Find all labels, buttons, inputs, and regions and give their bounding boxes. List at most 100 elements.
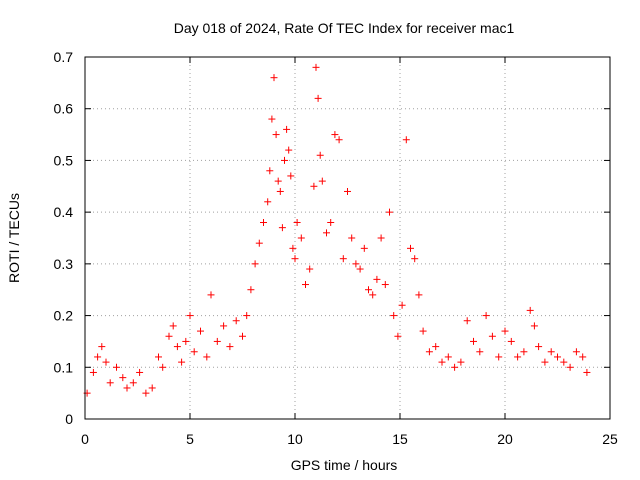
x-axis-label: GPS time / hours (291, 457, 398, 473)
data-point (293, 218, 301, 226)
data-point (102, 358, 110, 366)
data-point (251, 260, 259, 268)
data-point (463, 317, 471, 325)
data-point (572, 348, 580, 356)
data-point (579, 353, 587, 361)
grid-lines (85, 57, 610, 419)
y-tick-label: 0.1 (54, 359, 74, 375)
data-point (297, 234, 305, 242)
data-point (482, 312, 490, 320)
data-point (554, 353, 561, 361)
data-point (373, 275, 381, 283)
data-point (276, 187, 284, 195)
data-point (365, 286, 372, 294)
y-tick-label: 0.7 (54, 49, 74, 65)
data-point (232, 317, 240, 325)
plot-frame (84, 56, 611, 420)
data-point (386, 208, 393, 216)
data-point (255, 239, 263, 247)
data-point (270, 74, 278, 82)
data-point (165, 332, 173, 340)
data-point (197, 327, 204, 335)
data-point (451, 363, 459, 371)
data-point (283, 125, 291, 133)
tick-labels: 0 5 10 15 20 25 0 0.1 0.2 0.3 0.4 0.5 0.6 0.7 (54, 49, 618, 447)
data-point (476, 348, 484, 356)
data-point (425, 348, 433, 356)
data-point (352, 260, 360, 268)
data-point (335, 136, 343, 144)
data-point (411, 255, 419, 263)
data-point (488, 332, 496, 340)
data-point (419, 327, 427, 335)
data-point (306, 265, 314, 273)
data-point (129, 379, 137, 387)
data-point (106, 379, 114, 387)
data-point (348, 234, 356, 242)
data-point (119, 374, 127, 382)
x-tick-label: 10 (287, 431, 303, 447)
data-point (213, 337, 221, 345)
data-point (566, 363, 574, 371)
data-point (323, 229, 330, 237)
data-point (178, 358, 186, 366)
data-point (530, 322, 538, 330)
data-point (173, 343, 181, 351)
y-tick-label: 0 (65, 411, 73, 427)
data-point (541, 358, 549, 366)
data-point (136, 368, 144, 376)
x-tick-label: 5 (186, 431, 194, 447)
data-point (159, 363, 167, 371)
data-point (207, 291, 215, 299)
y-tick-label: 0.4 (54, 204, 74, 220)
data-point (113, 363, 120, 371)
data-point (186, 312, 194, 320)
data-point (310, 182, 318, 190)
data-point (278, 224, 286, 232)
data-point (281, 156, 288, 164)
data-point (402, 136, 410, 144)
data-point (495, 353, 503, 361)
data-point (344, 187, 351, 195)
data-point (398, 301, 406, 309)
data-point (274, 177, 282, 185)
data-point (148, 384, 156, 392)
data-point (264, 198, 272, 206)
data-point (169, 322, 177, 330)
data-point (339, 255, 347, 263)
data-point (287, 172, 295, 180)
data-point (381, 281, 389, 289)
data-point (331, 131, 339, 139)
data-point (291, 255, 299, 263)
data-point (266, 167, 274, 175)
data-points (83, 63, 591, 397)
data-point (547, 348, 555, 356)
data-point (470, 337, 477, 345)
data-point (289, 244, 297, 252)
data-point (182, 337, 190, 345)
data-point (247, 286, 255, 294)
x-tick-label: 15 (392, 431, 408, 447)
data-point (369, 291, 377, 299)
data-point (272, 131, 280, 139)
data-point (243, 312, 251, 320)
data-point (203, 353, 211, 361)
data-point (155, 353, 162, 361)
data-point (89, 368, 97, 376)
data-point (457, 358, 465, 366)
y-tick-label: 0.2 (54, 308, 74, 324)
data-point (407, 244, 414, 252)
data-point (438, 358, 446, 366)
chart-title: Day 018 of 2024, Rate Of TEC Index for r… (174, 20, 515, 36)
data-point (318, 177, 326, 185)
x-tick-label: 0 (81, 431, 89, 447)
data-point (526, 306, 534, 314)
data-point (123, 384, 131, 392)
data-point (260, 218, 267, 226)
data-point (302, 281, 309, 289)
data-point (432, 343, 440, 351)
data-point (560, 358, 568, 366)
data-point (190, 348, 198, 356)
